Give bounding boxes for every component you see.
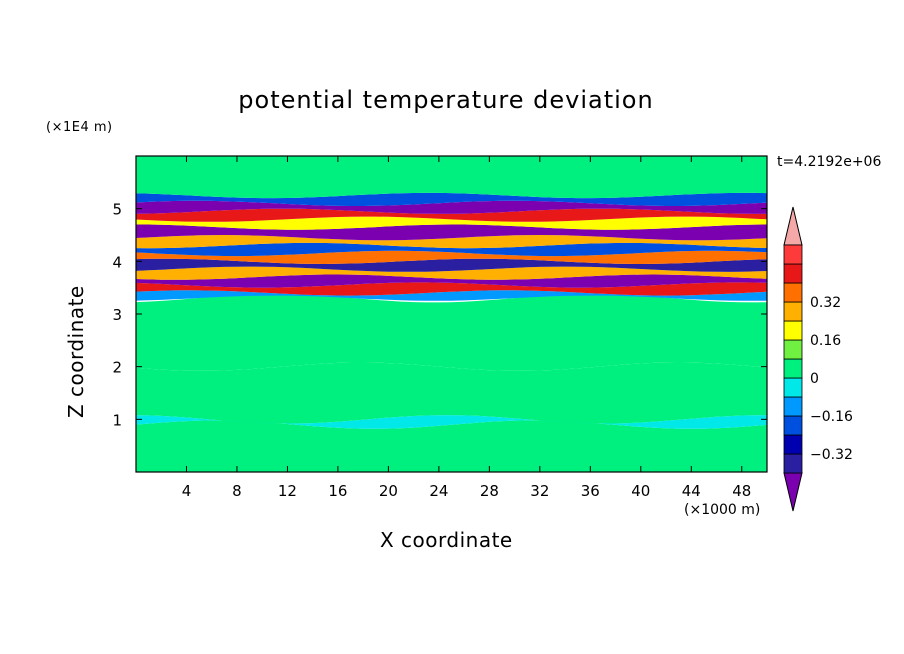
colorbar-box: [783, 358, 803, 379]
colorbar-box: [783, 453, 803, 474]
x-tick-label: 4: [182, 482, 192, 500]
y-tick-label: 2: [112, 359, 122, 377]
colorbar-box: [783, 244, 803, 265]
contour-band: [136, 224, 767, 241]
x-tick-label: 36: [581, 482, 600, 500]
contour-band: [136, 420, 767, 472]
contour-band: [136, 290, 767, 301]
colorbar-box: [783, 396, 803, 417]
contour-band: [136, 192, 767, 206]
time-label: t=4.2192e+06: [777, 154, 882, 170]
colorbar-box: [783, 377, 803, 398]
contour-band: [136, 294, 767, 371]
x-tick-label: 20: [379, 482, 398, 500]
contour-band: [136, 216, 767, 230]
y-tick-label: 4: [112, 253, 122, 271]
contour-band: [136, 362, 767, 424]
colorbar-label: 0.32: [810, 295, 841, 311]
x-tick-label: 24: [429, 482, 448, 500]
x-tick-label: 8: [232, 482, 242, 500]
contour-band: [136, 266, 767, 280]
contour-band: [136, 235, 767, 249]
colorbar-top-extension: [783, 206, 803, 246]
contour-band: [136, 282, 767, 296]
x-tick-label: 28: [480, 482, 499, 500]
contour-band: [136, 250, 767, 264]
colorbar-box: [783, 263, 803, 284]
colorbar-label: 0: [810, 371, 819, 387]
colorbar-bottom-extension: [783, 472, 803, 512]
y-unit-label: (×1E4 m): [46, 120, 113, 135]
contour-band: [136, 200, 767, 214]
y-tick-label: 5: [112, 201, 122, 219]
x-axis-label: X coordinate: [380, 528, 513, 552]
contour-band: [136, 415, 767, 429]
contour-band: [136, 208, 767, 222]
contour-band: [136, 242, 767, 257]
colorbar-label: −0.32: [810, 447, 853, 463]
contour-field: [136, 156, 767, 472]
x-tick-label: 48: [732, 482, 751, 500]
colorbar-box: [783, 320, 803, 341]
chart-title: potential temperature deviation: [238, 86, 654, 114]
x-tick-label: 32: [530, 482, 549, 500]
colorbar-box: [783, 301, 803, 322]
x-tick-label: 12: [278, 482, 297, 500]
colorbar-box: [783, 415, 803, 436]
colorbar-label: 0.16: [810, 333, 841, 349]
contour-band: [136, 274, 767, 288]
y-tick-label: 3: [112, 306, 122, 324]
x-unit-label: (×1000 m): [684, 502, 761, 518]
x-tick-label: 16: [328, 482, 347, 500]
colorbar-box: [783, 434, 803, 455]
colorbar-box: [783, 282, 803, 303]
x-tick-label: 44: [682, 482, 701, 500]
contour-band: [136, 156, 767, 199]
colorbar-box: [783, 339, 803, 360]
y-tick-label: 1: [112, 411, 122, 429]
x-tick-label: 40: [631, 482, 650, 500]
contour-band: [136, 258, 767, 272]
colorbar-label: −0.16: [810, 409, 853, 425]
